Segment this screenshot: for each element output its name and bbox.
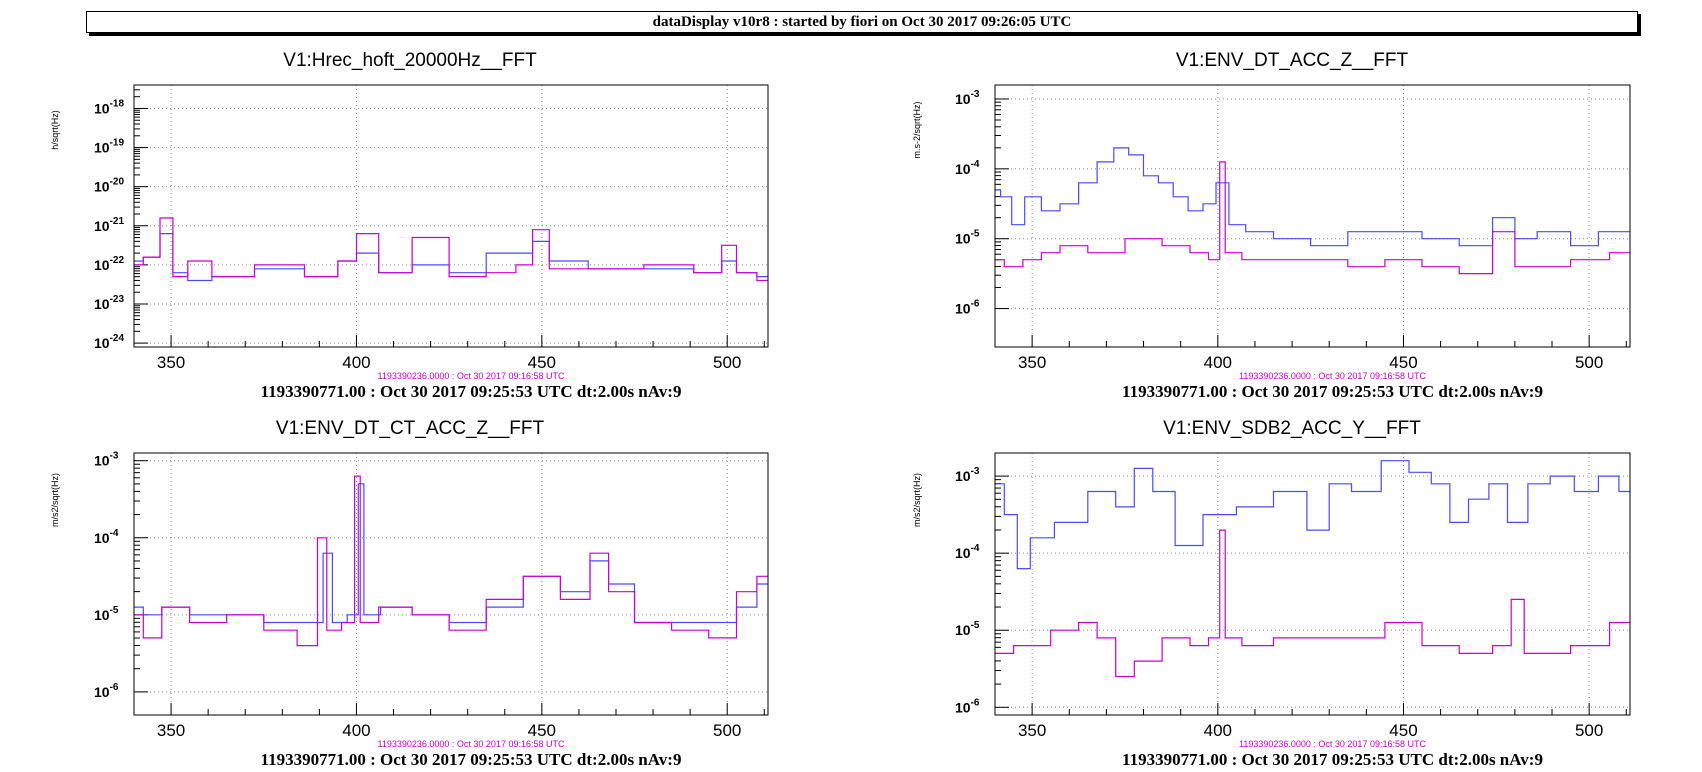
series-line-reference	[995, 529, 1630, 678]
series-line-reference	[995, 161, 1630, 275]
x-tick-label: 500	[713, 721, 741, 740]
y-tick-label: 10-3	[94, 451, 119, 469]
y-axis-label: m/s2/sqrt(Hz)	[50, 473, 60, 527]
x-tick-label: 350	[1018, 721, 1046, 740]
y-tick-label: 10-3	[955, 466, 980, 484]
y-tick-label: 10-5	[955, 620, 980, 638]
plot-frame	[994, 84, 1631, 348]
y-tick-label: 10-4	[955, 159, 980, 177]
x-tick-label: 400	[1204, 353, 1232, 372]
series-line-reference	[134, 217, 768, 282]
x-tick-label: 450	[528, 353, 556, 372]
reference-timestamp: 1193390236.0000 : Oct 30 2017 09:16:58 U…	[378, 371, 565, 381]
chart-panel-1: V1:Hrec_hoft_20000Hz__FFT h/sqrt(Hz) 350 40…	[50, 50, 769, 401]
y-tick-label: 10-4	[94, 528, 119, 546]
series-line-live	[134, 483, 768, 624]
acquisition-footer: 1193390771.00 : Oct 30 2017 09:25:53 UTC…	[261, 382, 682, 401]
y-tick-label: 10-5	[94, 605, 119, 623]
chart-panel-3: V1:ENV_DT_CT_ACC_Z__FFT m/s2/sqrt(Hz) 350 4…	[50, 418, 769, 769]
chart-title: V1:ENV_SDB2_ACC_Y__FFT	[1163, 418, 1421, 439]
plot-frame	[994, 452, 1631, 716]
y-tick-label: 10-20	[94, 177, 124, 195]
series-line-reference	[134, 475, 768, 647]
y-axis-label: m/s2/sqrt(Hz)	[912, 473, 922, 527]
plot-frame	[133, 84, 769, 348]
acquisition-footer: 1193390771.00 : Oct 30 2017 09:25:53 UTC…	[261, 750, 682, 769]
chart-panel-4: V1:ENV_SDB2_ACC_Y__FFT m/s2/sqrt(Hz) 350 40…	[912, 418, 1631, 769]
y-axis-label: m.s-2/sqrt(Hz)	[912, 102, 922, 159]
x-tick-label: 350	[1018, 353, 1046, 372]
x-tick-label: 350	[157, 353, 185, 372]
plot-frame	[133, 452, 769, 716]
reference-timestamp: 1193390236.0000 : Oct 30 2017 09:16:58 U…	[378, 739, 565, 749]
x-tick-label: 500	[713, 353, 741, 372]
series-line-live	[134, 233, 768, 282]
banner-title: dataDisplay v10r8 : started by fiori on …	[652, 13, 1072, 30]
x-tick-label: 500	[1575, 721, 1603, 740]
window-banner: dataDisplay v10r8 : started by fiori on …	[86, 11, 1638, 33]
reference-timestamp: 1193390236.0000 : Oct 30 2017 09:16:58 U…	[1239, 739, 1426, 749]
y-tick-label: 10-3	[955, 89, 980, 107]
y-tick-label: 10-19	[94, 138, 124, 156]
y-axis-label: h/sqrt(Hz)	[50, 110, 60, 150]
y-tick-label: 10-4	[955, 543, 980, 561]
x-tick-label: 450	[528, 721, 556, 740]
chart-title: V1:ENV_DT_CT_ACC_Z__FFT	[276, 418, 545, 439]
series-line-live	[995, 460, 1630, 570]
y-tick-label: 10-21	[94, 216, 124, 234]
x-tick-label: 350	[157, 721, 185, 740]
acquisition-footer: 1193390771.00 : Oct 30 2017 09:25:53 UTC…	[1122, 750, 1543, 769]
chart-title: V1:ENV_DT_ACC_Z__FFT	[1176, 50, 1409, 71]
x-tick-label: 450	[1389, 721, 1417, 740]
y-tick-label: 10-5	[955, 229, 980, 247]
chart-title: V1:Hrec_hoft_20000Hz__FFT	[283, 50, 537, 71]
series-line-live	[995, 147, 1630, 247]
y-tick-label: 10-22	[94, 255, 124, 273]
y-tick-label: 10-18	[94, 98, 124, 116]
x-tick-label: 500	[1575, 353, 1603, 372]
x-tick-label: 400	[342, 353, 370, 372]
chart-panel-2: V1:ENV_DT_ACC_Z__FFT m.s-2/sqrt(Hz) 350 400…	[912, 50, 1631, 401]
acquisition-footer: 1193390771.00 : Oct 30 2017 09:25:53 UTC…	[1122, 382, 1543, 401]
y-tick-label: 10-6	[94, 682, 119, 700]
x-tick-label: 400	[1204, 721, 1232, 740]
y-tick-label: 10-23	[94, 294, 124, 312]
x-tick-label: 450	[1389, 353, 1417, 372]
y-tick-label: 10-6	[955, 299, 980, 317]
y-tick-label: 10-6	[955, 697, 980, 715]
y-tick-label: 10-24	[94, 333, 124, 351]
x-tick-label: 400	[342, 721, 370, 740]
reference-timestamp: 1193390236.0000 : Oct 30 2017 09:16:58 U…	[1239, 371, 1426, 381]
